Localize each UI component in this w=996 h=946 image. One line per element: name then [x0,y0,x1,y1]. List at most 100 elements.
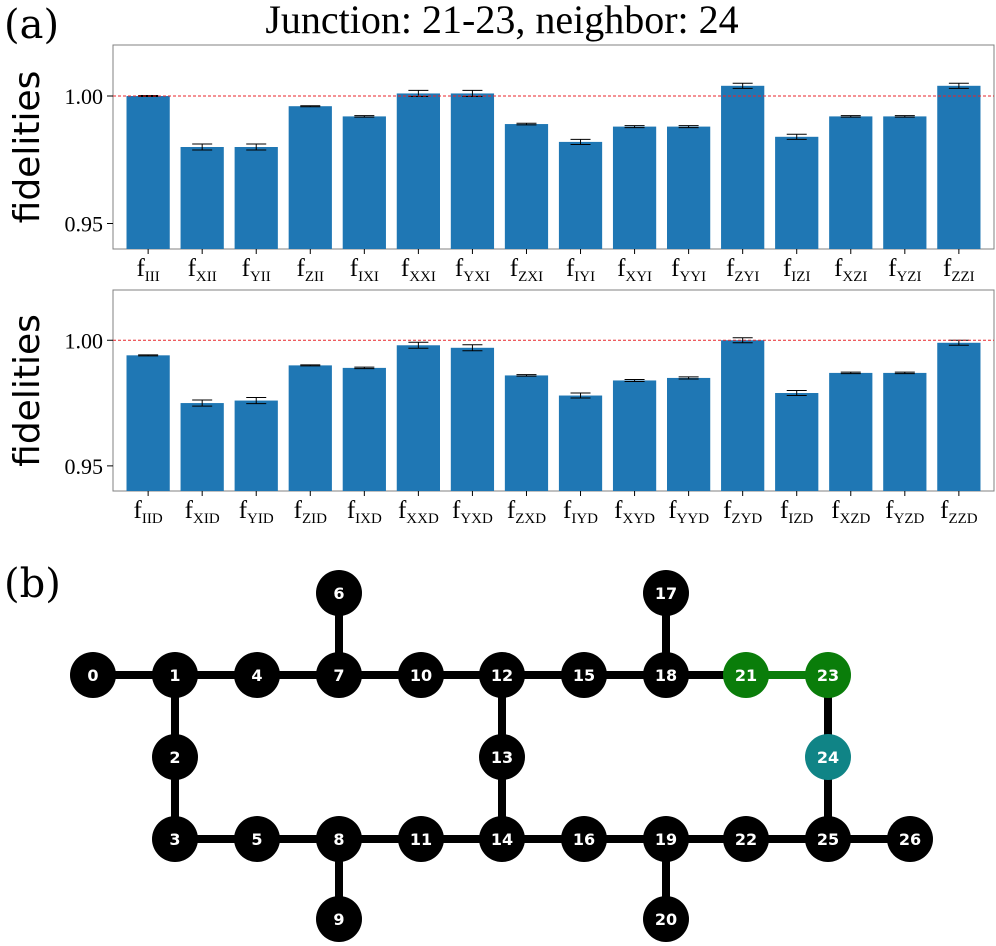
error-bar [408,341,429,349]
error-bar [192,143,213,151]
graph-node-label: 7 [333,666,344,685]
error-bar [354,115,375,118]
bar [883,372,927,491]
error-bar [948,82,969,89]
x-tick-label: fXZI [834,255,867,285]
bar [775,393,819,491]
x-tick-label: fYII [242,255,271,285]
bar [667,377,711,491]
error-bar [786,133,807,140]
bar [612,126,657,249]
graph-node-20: 20 [643,896,689,942]
error-bar [192,399,213,407]
y-tick-label: 1.00 [65,84,104,109]
graph-node-circle [643,816,689,862]
bar [288,365,332,491]
graph-node-circle [561,652,607,698]
graph-node-8: 8 [316,816,362,862]
graph-node-26: 26 [887,816,933,862]
graph-node-label: 12 [491,666,513,685]
chart-title: Junction: 21-23, neighbor: 24 [265,0,738,42]
x-tick-label: fIZD [780,497,813,527]
x-tick-label: fZZI [943,255,975,285]
bar [937,85,981,249]
graph-node-label: 14 [491,830,513,849]
bar [450,347,495,491]
error-bar [516,374,537,377]
bar [342,116,386,250]
graph-node-circle [805,734,851,780]
bar [775,136,819,249]
bar [667,126,711,249]
x-tick-label: fIYD [563,497,598,527]
x-tick-label: fZZD [940,497,978,527]
graph-node-circle [479,734,525,780]
graph-node-label: 13 [491,748,513,767]
graph-node-0: 0 [70,652,116,698]
graph-node-9: 9 [316,896,362,942]
bar [234,400,278,491]
bar [829,116,873,250]
graph-node-circle [70,652,116,698]
graph-node-circle [723,816,769,862]
graph-node-label: 8 [333,830,344,849]
bar [126,355,170,491]
graph-node-circle [643,896,689,942]
error-bar [570,138,591,145]
graph-node-17: 17 [643,570,689,616]
error-bar [732,337,753,344]
x-tick-label: fXXD [398,497,439,527]
bar [396,93,440,249]
graph-node-21: 21 [723,652,769,698]
x-tick-label: fZID [294,497,327,527]
graph-node-label: 11 [410,830,432,849]
graph-node-label: 19 [655,830,677,849]
graph-node-circle [152,816,198,862]
graph-node-23: 23 [805,652,851,698]
x-tick-label: fZXD [507,497,546,527]
graph-node-circle [805,652,851,698]
y-tick-label: 0.95 [65,454,104,479]
y-tick-label: 1.00 [65,328,104,353]
bar [883,116,927,250]
error-bar [840,115,861,118]
error-bar [624,378,645,382]
y-axis-label: fidelities [7,314,48,467]
error-bar [894,115,915,118]
bar-chart-top: fidelities 0.95 1.00 fIII fXII fYII fZII fIXI fX… [7,44,995,285]
bar [126,96,170,249]
graph-node-circle [398,652,444,698]
graph-node-7: 7 [316,652,362,698]
graph-node-circle [316,816,362,862]
graph-node-label: 6 [333,584,344,603]
graph-node-label: 16 [573,830,595,849]
error-bar [894,371,915,375]
graph-node-11: 11 [398,816,444,862]
x-tick-label: fYID [239,497,274,527]
bar-chart-bottom: fidelities 0.95 1.00 fIID fXID fYID fZID fIXD fX… [7,289,995,527]
error-bar [246,397,267,405]
graph-node-22: 22 [723,816,769,862]
graph-node-13: 13 [479,734,525,780]
x-tick-label: fXXI [401,255,436,285]
graph-node-label: 2 [169,748,180,767]
graph-node-12: 12 [479,652,525,698]
error-bar [786,390,807,397]
bar [558,395,603,491]
x-tick-label: fXYD [614,497,655,527]
graph-node-circle [887,816,933,862]
graph-node-label: 5 [251,830,262,849]
error-bar [516,122,537,126]
graph-node-15: 15 [561,652,607,698]
error-bar [408,89,429,98]
x-tick-label: fIZI [783,255,810,285]
graph-node-24: 24 [805,734,851,780]
graph-node-circle [152,652,198,698]
graph-node-label: 21 [735,666,757,685]
graph-node-5: 5 [234,816,280,862]
x-tick-label: fZYD [723,497,762,527]
graph-node-10: 10 [398,652,444,698]
error-bar [462,344,483,352]
graph-node-14: 14 [479,816,525,862]
error-bar [138,354,159,357]
